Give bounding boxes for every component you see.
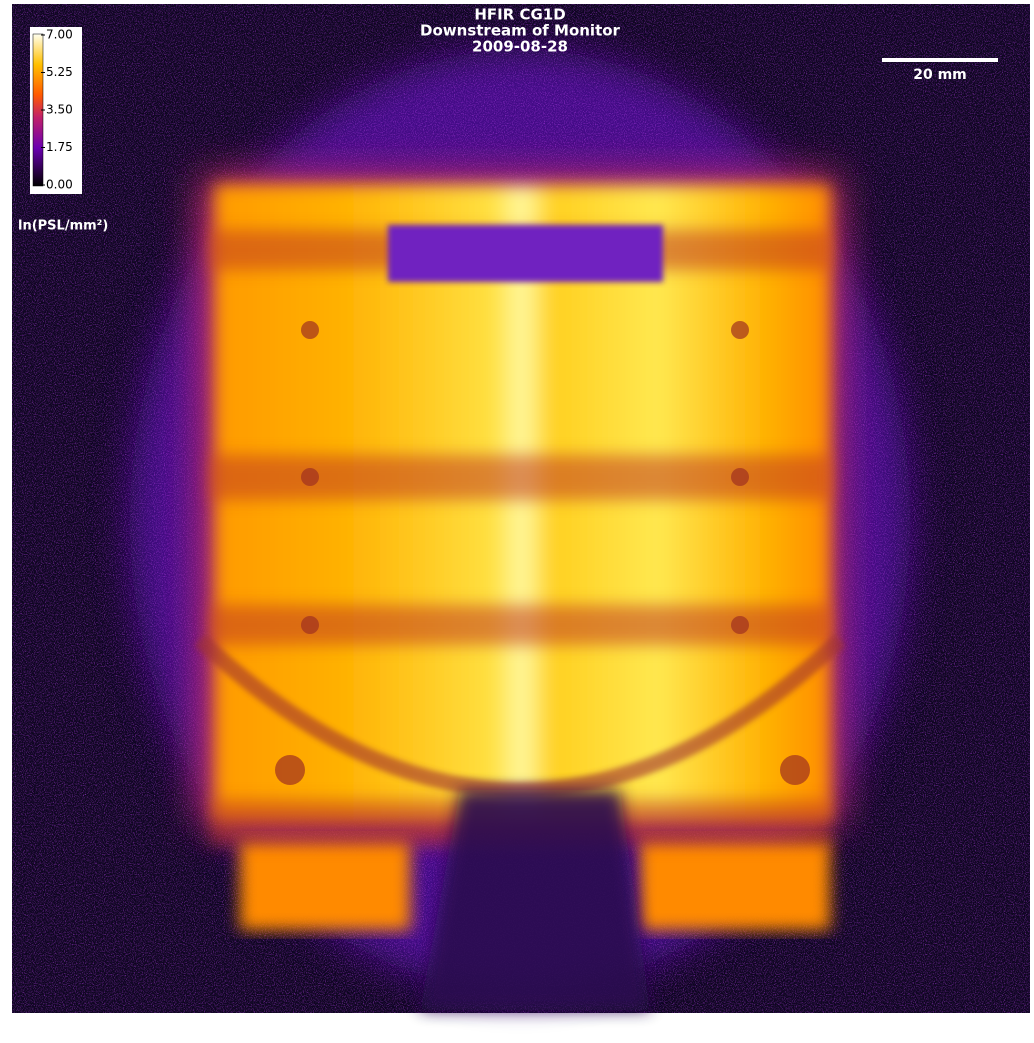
- title-line: 2009-08-28: [472, 38, 568, 56]
- colorbar-tick-label: 3.50: [46, 103, 73, 117]
- colorbar-tick-label: 1.75: [46, 140, 73, 154]
- colorbar-label: ln(PSL/mm²): [18, 219, 108, 234]
- colorbar-tick-label: 7.00: [46, 28, 73, 42]
- neutron-image: HFIR CG1D Downstream of Monitor 2009-08-…: [0, 0, 1034, 1039]
- scale-label: 20 mm: [913, 67, 967, 83]
- image-area: [12, 4, 1030, 1013]
- colorbar-tick-label: 5.25: [46, 65, 73, 79]
- colorbar-tick-label: 0.00: [46, 178, 73, 192]
